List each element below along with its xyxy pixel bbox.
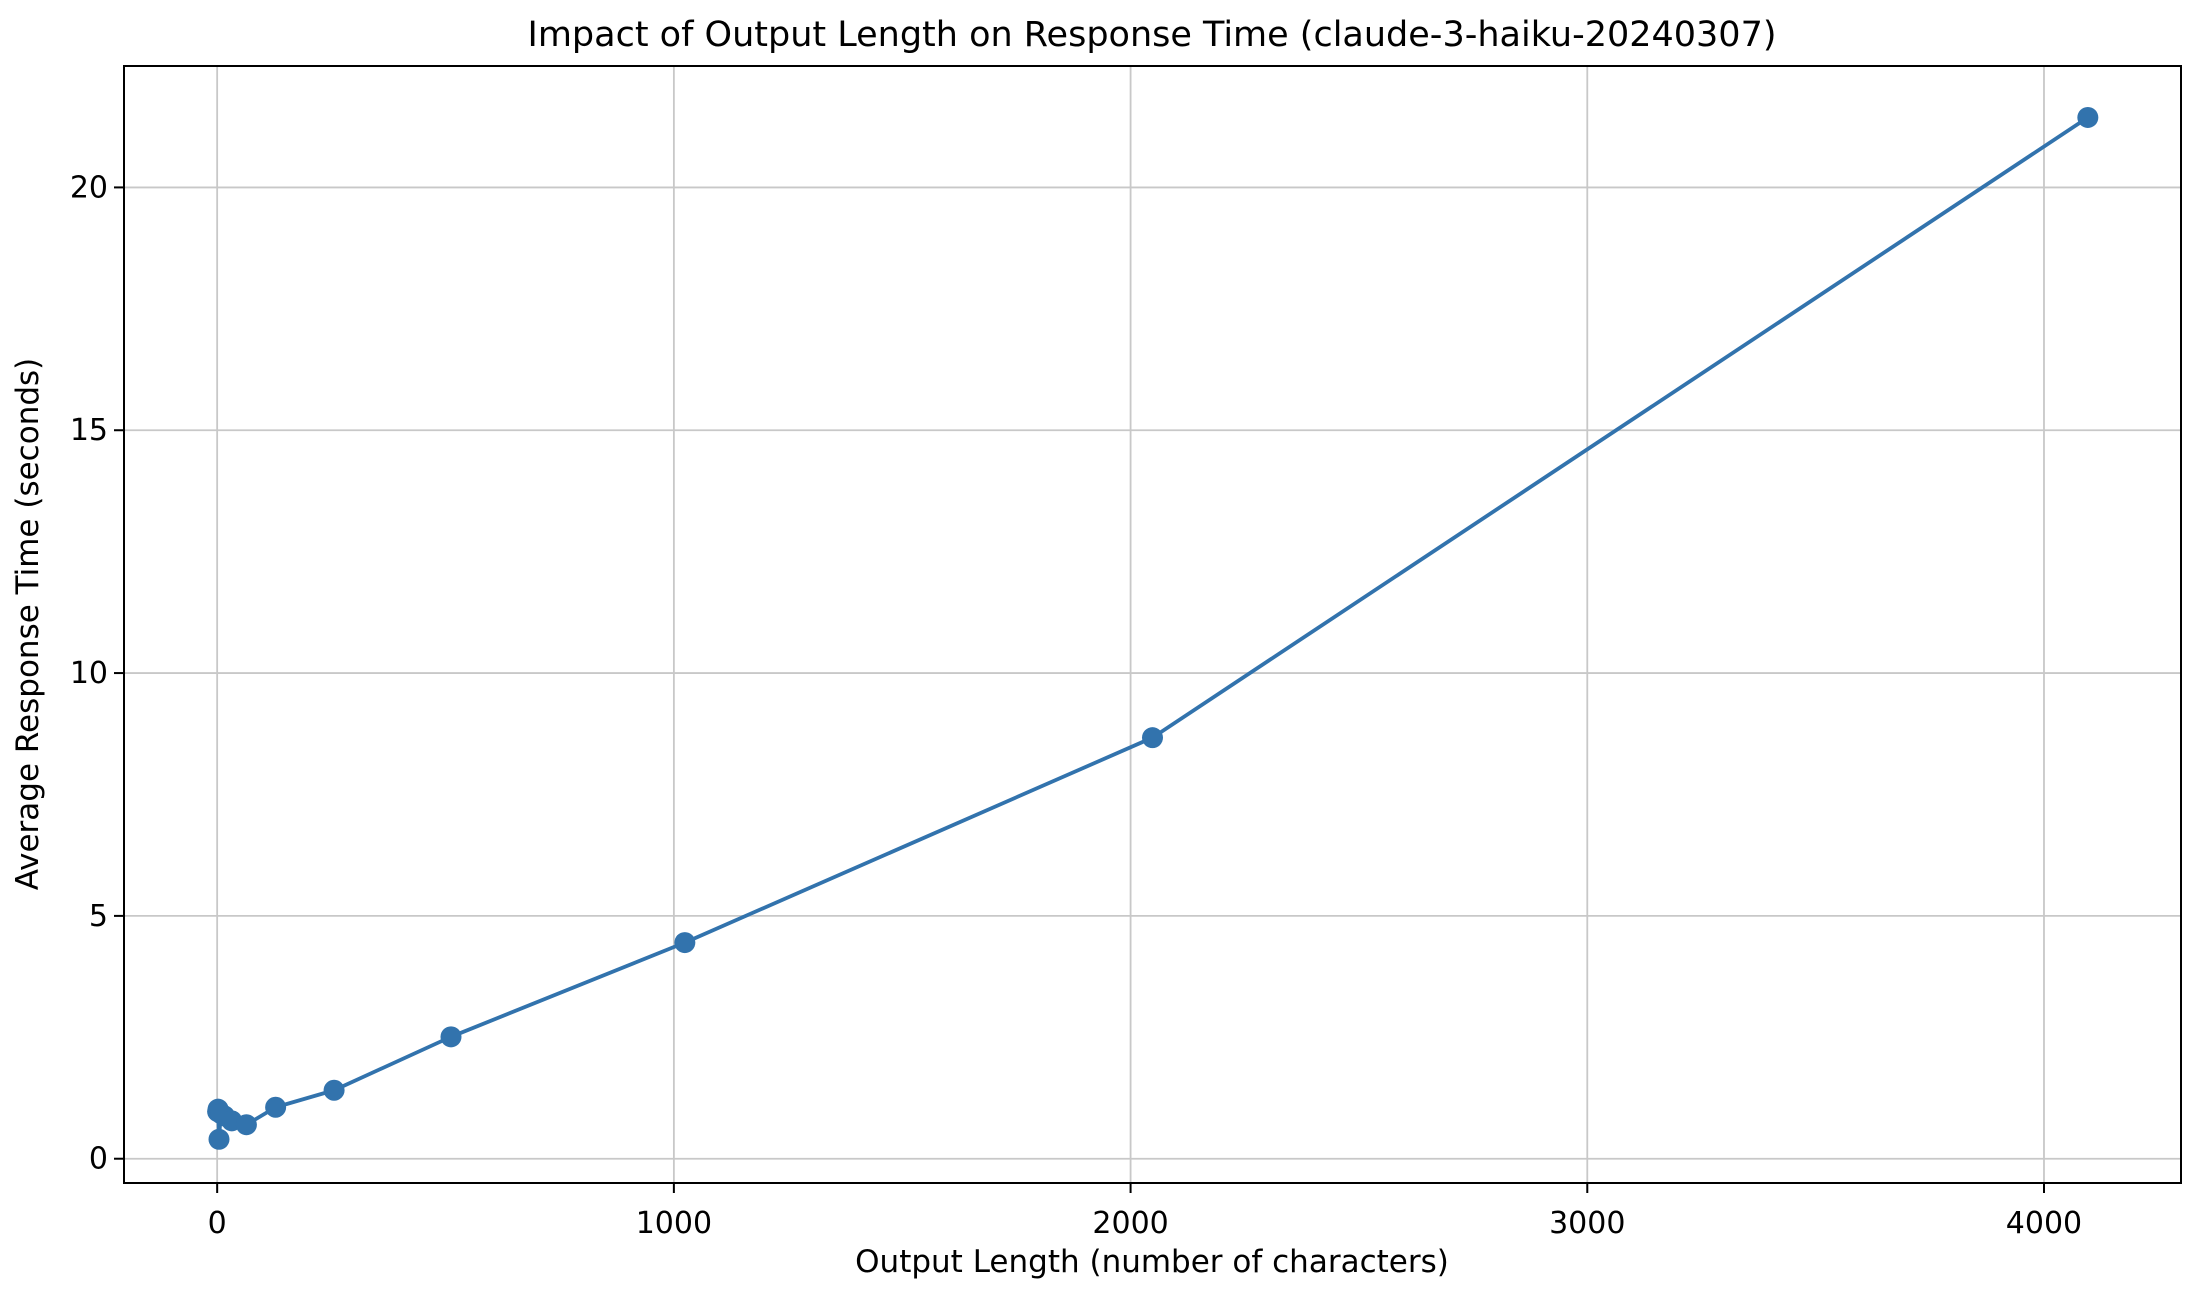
axis-tick-marks bbox=[114, 186, 2045, 1193]
data-point bbox=[2077, 106, 2099, 128]
x-tick-label: 4000 bbox=[2006, 1206, 2082, 1241]
data-point bbox=[208, 1128, 230, 1150]
plot-background bbox=[124, 66, 2181, 1183]
y-tick-label: 20 bbox=[70, 170, 108, 205]
x-tick-label: 0 bbox=[208, 1206, 227, 1241]
data-point-markers bbox=[207, 106, 2099, 1150]
data-point bbox=[323, 1079, 345, 1101]
chart-title: Impact of Output Length on Response Time… bbox=[528, 15, 1777, 55]
plot-border-spines bbox=[123, 65, 2182, 1184]
x-tick-label: 1000 bbox=[636, 1206, 712, 1241]
gridlines bbox=[124, 66, 2181, 1183]
x-tick-label: 3000 bbox=[1549, 1206, 1625, 1241]
x-axis-label: Output Length (number of characters) bbox=[855, 1244, 1449, 1280]
y-tick-label: 15 bbox=[70, 413, 108, 448]
y-tick-label: 0 bbox=[89, 1142, 108, 1177]
y-axis-label: Average Response Time (seconds) bbox=[10, 358, 46, 891]
x-tick-label: 2000 bbox=[1092, 1206, 1168, 1241]
y-tick-label: 10 bbox=[70, 656, 108, 691]
axis-tick-labels: 0 1000 2000 3000 4000 0 5 10 15 20 bbox=[70, 170, 2082, 1241]
data-point bbox=[235, 1114, 257, 1136]
data-point bbox=[440, 1026, 462, 1048]
data-point bbox=[265, 1096, 287, 1118]
data-point bbox=[674, 932, 696, 954]
y-tick-label: 5 bbox=[89, 899, 108, 934]
data-point bbox=[1142, 727, 1163, 749]
